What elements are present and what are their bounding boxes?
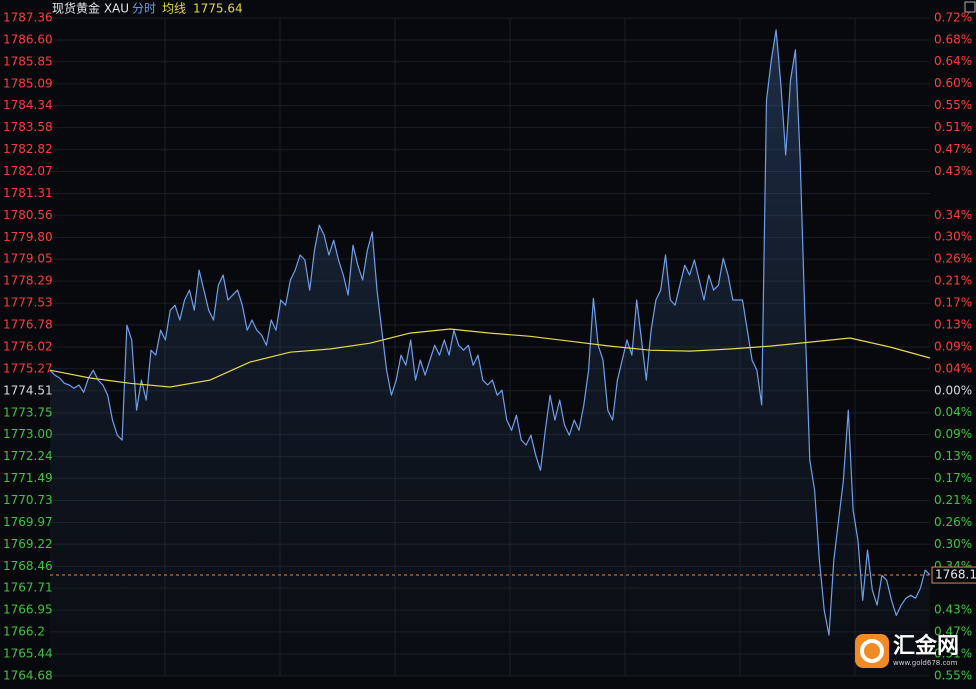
logo-name: 汇金网 xyxy=(893,633,959,659)
y-tick-label: 1772.24 xyxy=(3,449,53,463)
y2-tick-label: 0.43% xyxy=(934,603,972,617)
y-tick-label: 1767.71 xyxy=(3,581,53,595)
last-price-label: 1768.16 xyxy=(935,568,976,582)
y2-tick-label: 0.47% xyxy=(934,625,972,639)
y2-tick-label: 0.21% xyxy=(934,493,972,507)
y-tick-label: 1766.95 xyxy=(3,603,53,617)
y-tick-label: 1783.58 xyxy=(3,120,53,134)
y-tick-label: 1786.60 xyxy=(3,33,53,47)
y-tick-label: 1781.31 xyxy=(3,186,53,200)
y2-tick-label: 0.13% xyxy=(934,449,972,463)
y2-tick-label: 0.51% xyxy=(934,120,972,134)
y2-tick-label: 0.68% xyxy=(934,32,972,46)
y-tick-label: 1766.2 xyxy=(3,624,45,638)
plot xyxy=(49,29,931,676)
y2-tick-label: 0.09% xyxy=(934,427,972,441)
logo-ring xyxy=(860,639,884,663)
y-tick-label: 1774.51 xyxy=(3,383,53,397)
y2-tick-label: 0.55% xyxy=(934,669,972,683)
y-tick-label: 1769.22 xyxy=(3,537,53,551)
y-tick-label: 1780.56 xyxy=(3,208,53,222)
y-tick-label: 1765.44 xyxy=(3,646,53,660)
y-tick-label: 1784.34 xyxy=(3,98,53,112)
y2-tick-label: 0.17% xyxy=(934,296,972,310)
watermark: 汇金网 www.gold678.com xyxy=(855,633,959,668)
y2-tick-label: 0.34% xyxy=(934,208,972,222)
y-tick-label: 1778.29 xyxy=(3,274,53,288)
y-tick-label: 1775.27 xyxy=(3,361,53,375)
y2-tick-label: 0.04% xyxy=(934,405,972,419)
y2-tick-label: 0.21% xyxy=(934,274,972,288)
y-tick-label: 1776.78 xyxy=(3,317,53,331)
y2-tick-label: 0.60% xyxy=(934,76,972,90)
y-tick-label: 1776.02 xyxy=(3,340,53,354)
y2-tick-label: 0.30% xyxy=(934,537,972,551)
y-tick-label: 1779.05 xyxy=(3,252,53,266)
price-area xyxy=(50,29,930,676)
y2-tick-label: 0.04% xyxy=(934,361,972,375)
y-tick-label: 1768.46 xyxy=(3,559,53,573)
average-value: 1775.64 xyxy=(193,2,243,16)
y-tick-label: 1773.00 xyxy=(3,427,53,441)
axes: 1787.36 1786.60 1785.85 1785.09 1784.34 1783.… xyxy=(3,11,976,683)
y-tick-label: 1769.97 xyxy=(3,515,53,529)
y2-tick-label: 0.26% xyxy=(934,252,972,266)
corner-icon[interactable] xyxy=(964,1,976,13)
logo-url: www.gold678.com xyxy=(893,659,958,667)
y2-tick-label: 0.00% xyxy=(934,383,972,397)
y-tick-label: 1785.85 xyxy=(3,54,53,68)
y2-tick-label: 0.30% xyxy=(934,230,972,244)
y-tick-label: 1779.80 xyxy=(3,230,53,244)
y-tick-label: 1785.09 xyxy=(3,76,53,90)
average-line xyxy=(49,328,931,388)
y2-tick-label: 0.64% xyxy=(934,54,972,68)
y-tick-label: 1782.07 xyxy=(3,164,53,178)
y-tick-label: 1782.82 xyxy=(3,142,53,156)
legend-price: 分时 xyxy=(132,2,156,16)
y-tick-label: 1764.68 xyxy=(3,669,53,683)
y-tick-label: 1771.49 xyxy=(3,471,53,485)
legend-average: 均线 xyxy=(162,2,186,16)
last-price-box xyxy=(931,566,976,584)
y-tick-label: 1777.53 xyxy=(3,296,53,310)
logo-mark xyxy=(855,634,889,668)
y-tick-label: 1787.36 xyxy=(3,11,53,25)
y2-tick-label: 0.55% xyxy=(934,98,972,112)
y2-tick-label: 0.13% xyxy=(934,317,972,331)
y2-tick-label: 0.26% xyxy=(934,515,972,529)
y2-tick-label: 0.17% xyxy=(934,471,972,485)
y-tick-label: 1770.73 xyxy=(3,493,53,507)
y2-tick-label: 0.43% xyxy=(934,164,972,178)
y2-tick-label: 0.47% xyxy=(934,142,972,156)
y2-tick-label: 0.51% xyxy=(934,647,972,661)
y2-tick-label: 0.72% xyxy=(934,11,972,25)
price-line xyxy=(49,29,931,636)
y-tick-label: 1773.75 xyxy=(3,405,53,419)
chart-title: 现货黄金 XAU xyxy=(52,1,129,16)
y2-tick-label: 0.09% xyxy=(934,339,972,353)
last-price-tag: 1768.16 xyxy=(931,566,976,584)
